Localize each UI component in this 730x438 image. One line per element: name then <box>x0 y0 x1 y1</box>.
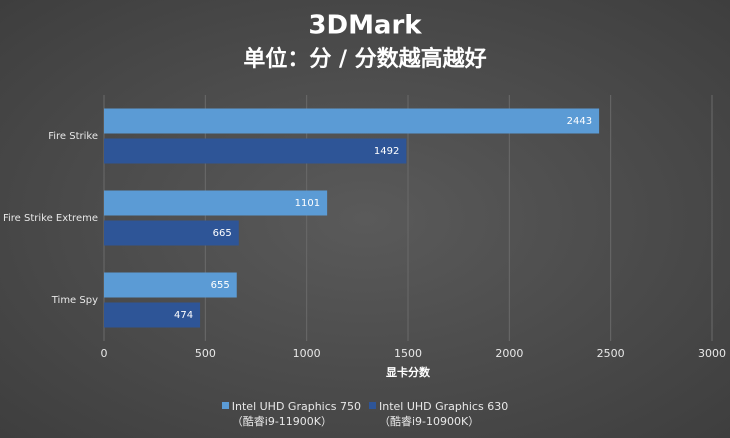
bar <box>104 220 239 246</box>
plot: 3DMark 单位：分 / 分数越高越好 显卡分数 0 500 1000 1500 20… <box>2 11 726 379</box>
x-tick-label: 500 <box>195 347 216 360</box>
legend-swatch <box>369 402 376 409</box>
y-tick-label: Fire Strike Extreme <box>3 213 98 224</box>
x-tick-label: 2000 <box>495 347 523 360</box>
legend: Intel UHD Graphics 750 （酷睿i9-11900K） Inte… <box>0 399 730 429</box>
bar <box>104 272 237 298</box>
value-label: 474 <box>174 310 193 321</box>
value-label: 665 <box>213 228 232 239</box>
bar <box>104 108 600 134</box>
chart-title: 3DMark <box>308 11 422 41</box>
x-tick-label: 3000 <box>698 347 726 360</box>
legend-item: Intel UHD Graphics 750 （酷睿i9-11900K） <box>221 399 361 429</box>
legend-swatch <box>221 402 229 409</box>
x-tick-label: 0 <box>101 347 108 360</box>
bar <box>104 190 328 216</box>
legend-label: Intel UHD Graphics 630 （酷睿i9-10900K） <box>379 400 509 428</box>
value-label: 1492 <box>374 146 399 157</box>
value-label: 1101 <box>295 198 320 209</box>
x-tick-label: 1500 <box>394 347 422 360</box>
y-tick-label: Fire Strike <box>48 131 98 142</box>
legend-label: Intel UHD Graphics 750 （酷睿i9-11900K） <box>231 400 361 428</box>
bar <box>104 302 201 328</box>
x-tick-label: 1000 <box>293 347 321 360</box>
legend-item: Intel UHD Graphics 630 （酷睿i9-10900K） <box>369 399 508 429</box>
chart-subtitle: 单位：分 / 分数越高越好 <box>243 46 486 72</box>
bar <box>104 138 407 164</box>
value-label: 2443 <box>567 116 592 127</box>
x-axis-label: 显卡分数 <box>386 365 431 379</box>
value-label: 655 <box>211 280 230 291</box>
y-tick-label: Time Spy <box>51 295 98 306</box>
x-tick-label: 2500 <box>597 347 625 360</box>
